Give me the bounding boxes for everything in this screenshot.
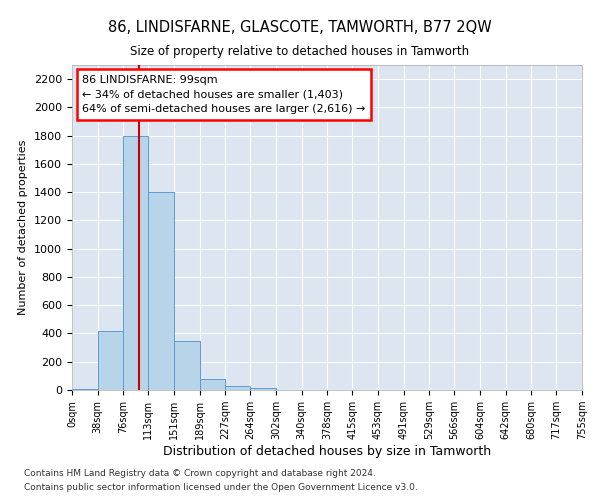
Bar <box>226 386 250 390</box>
Bar <box>250 388 276 390</box>
Text: Contains HM Land Registry data © Crown copyright and database right 2024.: Contains HM Land Registry data © Crown c… <box>24 468 376 477</box>
Bar <box>148 192 174 390</box>
Bar <box>200 378 226 390</box>
Text: Contains public sector information licensed under the Open Government Licence v3: Contains public sector information licen… <box>24 484 418 492</box>
Bar <box>72 388 98 390</box>
Bar <box>98 330 124 390</box>
Bar <box>124 136 148 390</box>
X-axis label: Distribution of detached houses by size in Tamworth: Distribution of detached houses by size … <box>163 445 491 458</box>
Text: Size of property relative to detached houses in Tamworth: Size of property relative to detached ho… <box>130 45 470 58</box>
Bar <box>174 340 200 390</box>
Text: 86, LINDISFARNE, GLASCOTE, TAMWORTH, B77 2QW: 86, LINDISFARNE, GLASCOTE, TAMWORTH, B77… <box>108 20 492 35</box>
Y-axis label: Number of detached properties: Number of detached properties <box>19 140 28 315</box>
Text: 86 LINDISFARNE: 99sqm
← 34% of detached houses are smaller (1,403)
64% of semi-d: 86 LINDISFARNE: 99sqm ← 34% of detached … <box>82 74 365 114</box>
